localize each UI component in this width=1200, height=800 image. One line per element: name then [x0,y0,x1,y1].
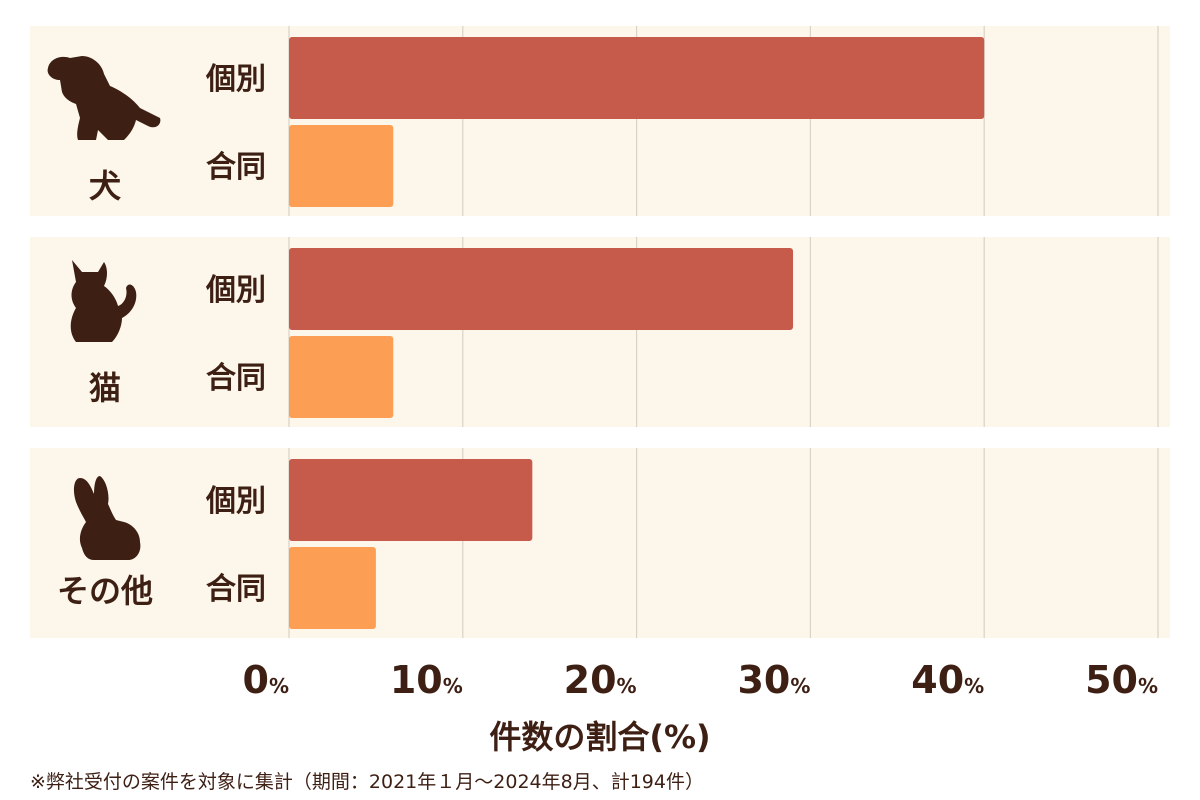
bar-label: 個別 [205,62,266,97]
x-tick-label: 50% [1085,658,1158,702]
group-panel [30,448,1170,638]
x-axis-title: 件数の割合(%) [489,718,711,756]
bar-label: 個別 [205,273,266,308]
x-tick-label: 10% [390,658,463,702]
cat-icon [70,260,137,342]
bar-label: 合同 [206,150,266,185]
rabbit-icon [73,476,141,560]
bar [289,547,376,629]
footnote: ※弊社受付の案件を対象に集計（期間：2021年１月〜2024年8月、計194件） [30,771,704,793]
group-label: 猫 [89,369,121,407]
bar [289,459,533,541]
group-label: 犬 [89,167,121,205]
bar [289,37,985,119]
bar [289,336,394,418]
x-tick-label: 40% [911,658,984,702]
x-tick-label: 20% [564,658,637,702]
group-label: その他 [57,572,153,610]
bar [289,248,794,330]
bar [289,125,394,207]
dog-icon [47,56,161,140]
x-tick-label: 0% [243,658,290,702]
x-tick-label: 30% [737,658,810,702]
bar-label: 合同 [206,361,266,396]
bar-label: 個別 [205,484,266,519]
bar-label: 合同 [206,572,266,607]
